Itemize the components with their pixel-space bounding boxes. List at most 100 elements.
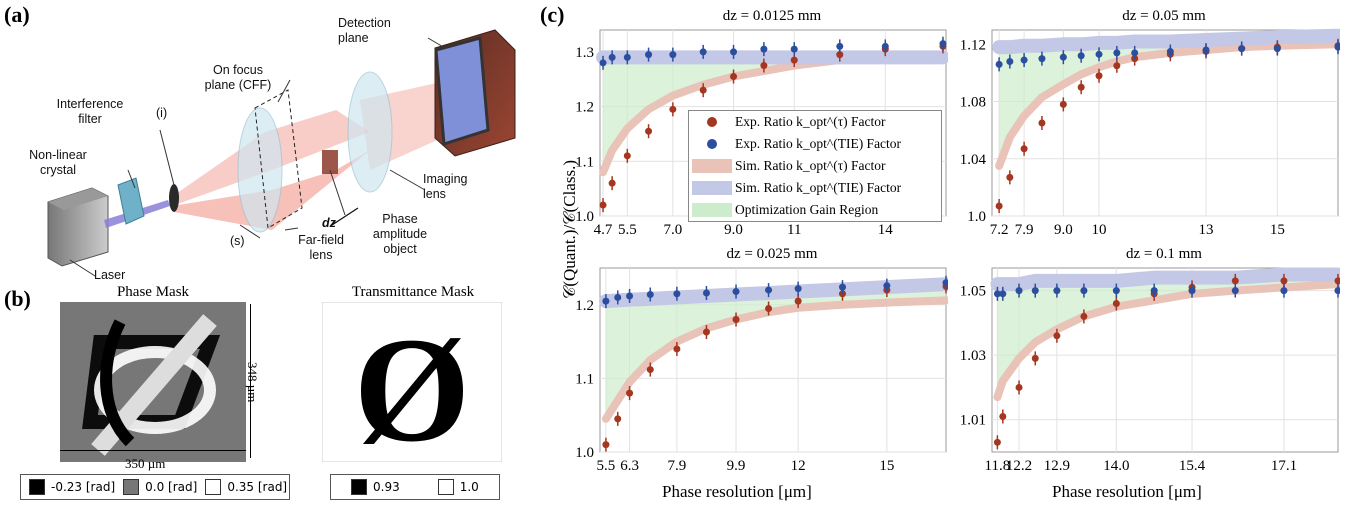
exp-tau-point xyxy=(599,201,607,209)
exp-tie-point xyxy=(836,42,844,50)
y-tick-label: 1.12 xyxy=(960,37,986,53)
sim-tie-band xyxy=(598,277,948,309)
exp-tau-point xyxy=(673,345,681,353)
transmittance-mask-title: Transmittance Mask xyxy=(351,284,475,300)
height-arrow xyxy=(250,304,251,458)
exp-tau-point xyxy=(1038,119,1046,127)
phase-legend-swatch-1 xyxy=(123,479,140,495)
gain-region xyxy=(997,274,1338,398)
exp-tie-point xyxy=(1031,287,1039,295)
y-tick-label: 1.0 xyxy=(575,445,594,461)
x-tick-label: 7.9 xyxy=(668,458,687,474)
exp-tau-point xyxy=(1280,277,1288,285)
exp-tau-point xyxy=(645,127,653,135)
exp-tau-point xyxy=(993,438,1001,446)
exp-tie-point xyxy=(602,297,610,305)
exp-tie-point xyxy=(995,60,1003,68)
exp-tau-point xyxy=(1006,173,1014,181)
gain-region xyxy=(603,54,943,173)
label-i-marker: (i) xyxy=(156,106,168,120)
exp-tie-point xyxy=(794,285,802,293)
transmittance-mask-symbol: Ø xyxy=(354,307,471,462)
legend-row-exp-tie: Exp. Ratio k_opt^(TIE) Factor xyxy=(689,133,941,155)
exp-tie-point xyxy=(1131,49,1139,57)
exp-tie-point xyxy=(646,290,654,298)
exp-tie-point xyxy=(1112,287,1120,295)
x-tick-label: 10 xyxy=(1092,222,1107,238)
width-label: 350 µm xyxy=(125,456,166,471)
x-tick-label: 15.4 xyxy=(1179,458,1206,474)
exp-tie-point xyxy=(599,59,607,67)
phase-mask-title: Phase Mask xyxy=(116,284,190,300)
exp-tie-point xyxy=(1113,49,1121,57)
exp-tie-point xyxy=(1080,287,1088,295)
exp-tie-point xyxy=(765,286,773,294)
panel-c-label: (c) xyxy=(540,2,565,27)
x-tick-label: 12.2 xyxy=(1006,458,1032,474)
exp-tie-point xyxy=(790,45,798,53)
chart-legend: Exp. Ratio k_opt^(τ) Factor Exp. Ratio k… xyxy=(688,110,942,222)
legend-sim-tie: Sim. Ratio k_opt^(TIE) Factor xyxy=(735,180,902,195)
legend-row-sim-tau: Sim. Ratio k_opt^(τ) Factor xyxy=(689,155,941,177)
exp-tie-point xyxy=(1166,47,1174,55)
x-tick-label: 7.2 xyxy=(990,222,1009,238)
y-tick-label: 1.04 xyxy=(960,152,987,168)
label-on-focus-plane: On focus plane (CFF) xyxy=(204,63,272,92)
exp-tie-point xyxy=(1095,50,1103,58)
x-tick-label: 9.0 xyxy=(724,222,743,238)
exp-tau-point xyxy=(760,62,768,70)
exp-tau-point xyxy=(732,316,740,324)
interference-filter-disc xyxy=(169,184,179,212)
label-phase-amplitude-object: Phase amplitude object xyxy=(372,212,428,256)
exp-tie-point xyxy=(1238,45,1246,53)
x-axis-label-right: Phase resolution [μm] xyxy=(1052,482,1202,501)
x-tick-label: 14.0 xyxy=(1103,458,1129,474)
exp-tau-point xyxy=(836,51,844,59)
legend-row-exp-tau: Exp. Ratio k_opt^(τ) Factor xyxy=(689,111,941,133)
legend-gain: Optimization Gain Region xyxy=(735,202,879,217)
exp-tau-point xyxy=(1112,300,1120,308)
chart-title-0: dz = 0.0125 mm xyxy=(722,8,822,24)
exp-tie-point xyxy=(626,292,634,300)
trans-legend-swatch-0 xyxy=(351,479,367,495)
phase-mask-image xyxy=(60,302,246,462)
exp-tie-point xyxy=(1038,55,1046,63)
x-tick-label: 14 xyxy=(878,222,894,238)
panel-a-label: (a) xyxy=(4,2,30,27)
exp-tau-point xyxy=(730,73,738,80)
exp-tau-point xyxy=(1231,277,1239,285)
exp-tie-point xyxy=(939,40,947,48)
phase-legend-label-2: 0.35 [rad] xyxy=(227,480,288,494)
x-tick-label: 7.0 xyxy=(663,222,682,238)
exp-tie-point xyxy=(673,290,681,298)
exp-tie-point xyxy=(942,279,948,287)
label-laser: Laser xyxy=(94,268,126,282)
x-tick-label: 11 xyxy=(787,222,801,238)
exp-tau-point xyxy=(646,366,654,374)
nonlinear-crystal-block xyxy=(117,177,145,225)
exp-tau-point xyxy=(999,412,1007,420)
exp-tie-point xyxy=(1273,45,1281,53)
label-detection-plane: Detection plane xyxy=(338,16,391,45)
panel-b-label: (b) xyxy=(4,286,31,311)
focus-plane xyxy=(254,89,303,229)
x-tick-label: 12.9 xyxy=(1044,458,1070,474)
x-axis-label-left: Phase resolution [μm] xyxy=(662,482,812,501)
exp-tie-point xyxy=(999,290,1007,298)
phase-legend-label-0: -0.23 [rad] xyxy=(51,480,116,494)
exp-tau-point xyxy=(608,179,616,187)
exp-tie-point xyxy=(730,48,738,56)
exp-tau-point xyxy=(794,297,802,305)
label-interference-filter: Interference filter xyxy=(56,97,124,126)
exp-tau-point xyxy=(995,202,1003,210)
exp-tau-point xyxy=(626,389,634,397)
trans-legend-label-0: 0.93 xyxy=(373,480,400,494)
exp-tau-point xyxy=(790,56,798,64)
exp-tau-point xyxy=(702,328,710,336)
exp-tie-point xyxy=(623,53,631,61)
beam-signal xyxy=(172,150,370,230)
chart-svg-1: 7.2 7.9 9.0 10 13 15 1.0 1.04 1.08 1.12 xyxy=(960,28,1340,238)
x-tick-label: 9.0 xyxy=(1054,222,1073,238)
phase-legend-label-1: 0.0 [rad] xyxy=(145,480,198,494)
exp-tie-point xyxy=(883,282,891,290)
